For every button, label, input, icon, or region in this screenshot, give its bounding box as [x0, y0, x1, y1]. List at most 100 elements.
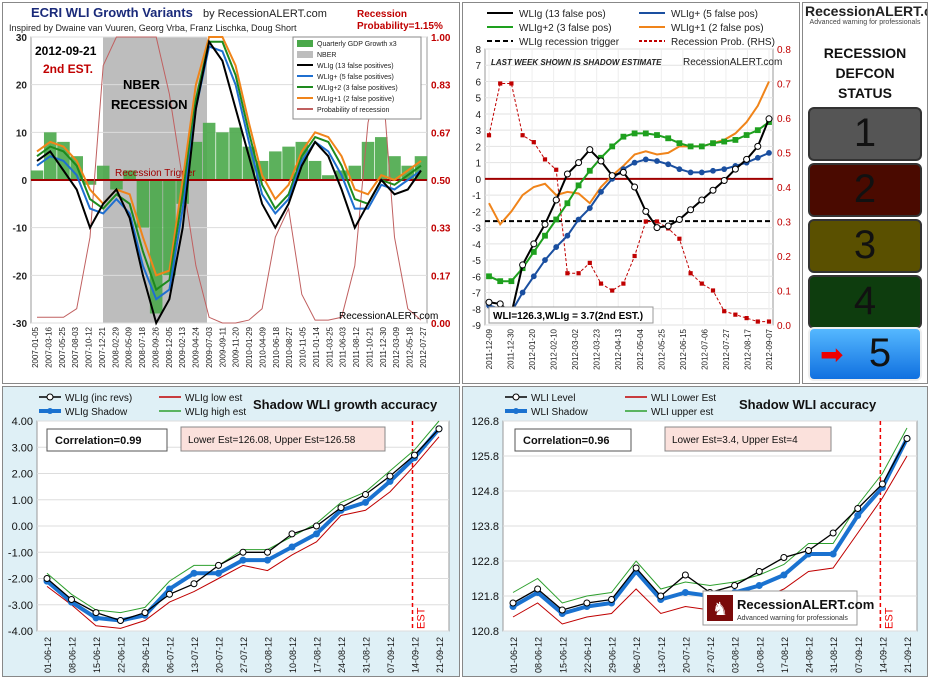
left-tick-label: 0	[475, 175, 481, 186]
x-tick-label: 2008-12-05	[165, 326, 174, 367]
defcon-level-3-label: 3	[853, 223, 877, 267]
shadow-note: LAST WEEK SHOWN IS SHADOW ESTIMATE	[491, 58, 662, 67]
shadow-marker-13	[829, 550, 837, 558]
brand-logo: RecessionALERT.com Advanced warning for …	[805, 3, 927, 33]
legend-label-4: WLIg recession trigger	[519, 37, 620, 48]
wlig-marker-5	[541, 220, 549, 228]
x-tick-label: 06-07-12	[632, 637, 642, 673]
level-marker-5	[632, 564, 640, 572]
y-tick-label: -3.00	[8, 600, 33, 612]
wli-note: WLI=126.3,WLIg = 3.7(2nd EST.)	[493, 311, 643, 322]
brand-tagline: Advanced warning for professionals	[809, 19, 921, 26]
left-tick-label: -9	[472, 321, 481, 332]
left-tick-label: -7	[472, 289, 481, 300]
x-tick-label: 2010-01-29	[245, 326, 254, 367]
est-label: EST	[416, 607, 428, 629]
shadow-marker-14	[854, 512, 862, 519]
chart-credits: Inspired by Dwaine van Vuuren, Georg Vrb…	[9, 23, 297, 33]
legend-swatch-1	[297, 51, 313, 58]
level-marker-7	[681, 571, 689, 579]
wligplus-marker-3	[519, 289, 526, 296]
correlation-box	[46, 428, 168, 452]
legend-label-5: WLIg+1 (2 false positive)	[317, 96, 394, 103]
x-tick-label: 20-07-12	[681, 637, 691, 673]
wlig-marker-13	[631, 183, 639, 191]
defcon-level-2-label: 2	[853, 167, 877, 211]
left-tick-label: 4	[475, 110, 481, 121]
wligplus-marker-5	[542, 257, 548, 263]
right-tick-label: 0.50	[431, 176, 451, 187]
gdp-bar	[269, 151, 282, 180]
probability-marker-9	[587, 260, 592, 265]
wligplus-marker-15	[654, 158, 660, 164]
wligp2-marker-7	[564, 200, 571, 207]
x-tick-label: 2012-06-15	[679, 328, 688, 369]
left-tick-label: 5	[475, 94, 481, 105]
level-accuracy-panel: 126.8 125.8 124.8 123.8 122.8 121.8 120.8 01-06…	[462, 386, 928, 677]
wlig-detail-panel: 8 7 6 5 4 3 2 1 0 -1 -2 -3 -4 -5 -6 -7 -8 -9 0.8 0.7 0.6 0.5 0…	[462, 2, 800, 384]
x-tick-label: 2008-02-29	[111, 326, 120, 367]
x-tick-label: 2012-03-02	[571, 328, 580, 369]
level-marker-2	[92, 609, 100, 617]
series-line-1	[36, 45, 422, 301]
legend-label-0: WLI Level	[531, 393, 575, 404]
x-tick-label: 2011-12-30	[379, 326, 388, 367]
wligplus-marker-13	[631, 159, 638, 166]
defcon-heading-line-3: STATUS	[838, 85, 892, 101]
wligp2-marker-14	[642, 130, 649, 137]
probability-marker-1	[498, 81, 503, 86]
x-tick-label: 2007-01-05	[31, 326, 40, 367]
wligplus-marker-19	[698, 169, 705, 176]
x-tick-label: 2007-08-03	[71, 326, 80, 367]
wligp2-marker-20	[710, 140, 716, 147]
legend-label-4: WLIg+2 (3 false positives)	[317, 85, 398, 92]
chart-byline: by RecessionALERT.com	[203, 8, 327, 20]
wligp2-marker-0	[486, 273, 492, 280]
wli-variants-chart: 30 20 10 0 -10 -20 -30 1.00 0.83 0.67 0.50 0.33 0.17…	[9, 5, 451, 368]
x-tick-label: 2011-10-21	[365, 326, 374, 367]
x-tick-label: 24-08-12	[337, 637, 347, 673]
wlig-detail-chart: 8 7 6 5 4 3 2 1 0 -1 -2 -3 -4 -5 -6 -7 -8 -9 0.8 0.7 0.6 0.5 0…	[472, 9, 791, 370]
level-marker-6	[190, 580, 198, 588]
brand-name: RecessionALERT.com	[805, 3, 927, 19]
wlig-marker-22	[731, 165, 739, 173]
right-tick-label: 0.33	[431, 224, 451, 235]
x-tick-label: 2012-02-10	[550, 328, 559, 369]
x-tick-label: 07-09-12	[386, 637, 396, 673]
x-tick-label: 2011-12-30	[507, 328, 516, 369]
x-tick-label: 10-08-12	[288, 637, 298, 673]
level-marker-14	[386, 472, 394, 480]
probability-marker-2	[509, 81, 514, 86]
x-tick-label: 2012-09-07	[765, 328, 774, 369]
wligp2-marker-9	[586, 167, 593, 174]
probability-marker-15	[654, 219, 660, 224]
legend-label-2: WLIg+2 (3 false pos)	[519, 23, 612, 34]
x-tick-label: 2010-06-18	[272, 326, 281, 367]
growth-accuracy-panel: 4.00 3.00 2.00 1.00 0.00 -1.00 -2.00 -3.00 -4.00…	[2, 386, 460, 677]
x-tick-label: 2008-07-18	[138, 326, 147, 367]
right-tick-label: 1.00	[431, 33, 451, 44]
legend-marker-0	[46, 393, 54, 401]
y-tick-label: 120.8	[471, 626, 499, 638]
wlig-marker-10	[597, 157, 605, 165]
recession-trigger-label: Recession Trigger	[115, 168, 196, 179]
right-tick-label: 0.7	[777, 80, 791, 91]
knight-icon	[707, 595, 733, 621]
y-tick-label: 4.00	[12, 416, 33, 428]
left-tick-label: 1	[475, 159, 481, 170]
left-tick-label: 8	[475, 45, 481, 56]
legend-marker-0	[512, 393, 520, 401]
wligplus-marker-10	[598, 188, 604, 195]
wligplus-marker-21	[721, 166, 728, 173]
level-marker-3	[583, 599, 591, 607]
x-tick-label: 2008-05-09	[125, 326, 134, 367]
correlation-label: Correlation=0.99	[55, 435, 142, 447]
correlation-box	[514, 428, 632, 452]
wligp2-marker-4	[530, 249, 537, 255]
x-tick-label: 2009-07-03	[205, 326, 214, 367]
probability-marker-13	[632, 253, 637, 259]
wligplus-marker-6	[553, 244, 560, 250]
legend-label-0: Quarterly GDP Growth x3	[317, 41, 397, 48]
x-tick-label: 01-06-12	[509, 637, 519, 673]
legend-marker-2	[47, 408, 53, 414]
